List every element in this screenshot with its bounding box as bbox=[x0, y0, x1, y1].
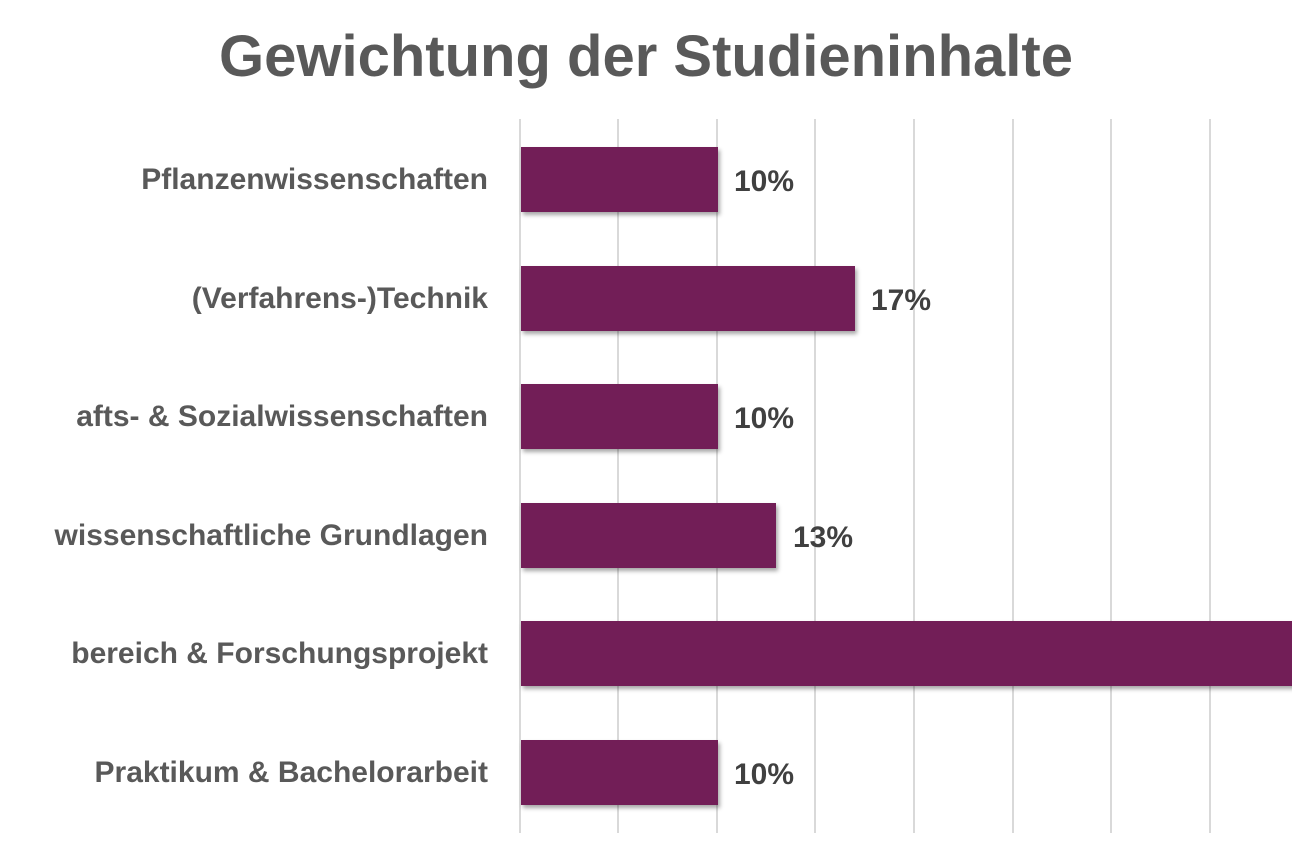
value-label: 17% bbox=[871, 284, 932, 317]
value-label: 10% bbox=[734, 758, 795, 791]
gridline bbox=[1110, 119, 1112, 833]
value-label: 13% bbox=[793, 521, 854, 554]
category-label: afts- & Sozialwissenschaften bbox=[76, 400, 488, 433]
category-label: Praktikum & Bachelorarbeit bbox=[94, 756, 488, 789]
category-label: (Verfahrens-)Technik bbox=[191, 282, 488, 315]
gridline bbox=[519, 119, 521, 833]
category-label: wissenschaftliche Grundlagen bbox=[54, 519, 488, 552]
value-label: 10% bbox=[734, 165, 795, 198]
bar bbox=[521, 503, 776, 568]
bar bbox=[521, 384, 718, 449]
gridline bbox=[617, 119, 619, 833]
bar-row: afts- & Sozialwissenschaften 10% bbox=[0, 384, 1292, 449]
bar bbox=[521, 147, 718, 212]
bar bbox=[521, 740, 718, 805]
bar bbox=[521, 621, 1292, 686]
category-label: Pflanzenwissenschaften bbox=[141, 163, 488, 196]
bar-row: (Verfahrens-)Technik 17% bbox=[0, 266, 1292, 331]
gridline bbox=[716, 119, 718, 833]
gridline bbox=[913, 119, 915, 833]
gridline bbox=[1012, 119, 1014, 833]
bar-row: Pflanzenwissenschaften 10% bbox=[0, 147, 1292, 212]
bar-row: bereich & Forschungsprojekt bbox=[0, 621, 1292, 686]
bar-row: wissenschaftliche Grundlagen 13% bbox=[0, 503, 1292, 568]
bar bbox=[521, 266, 855, 331]
bar-row: Praktikum & Bachelorarbeit 10% bbox=[0, 740, 1292, 805]
value-label: 10% bbox=[734, 402, 795, 435]
gridline bbox=[814, 119, 816, 833]
category-label: bereich & Forschungsprojekt bbox=[71, 637, 488, 670]
chart-title: Gewichtung der Studieninhalte bbox=[219, 24, 1073, 89]
gridline bbox=[1209, 119, 1211, 833]
